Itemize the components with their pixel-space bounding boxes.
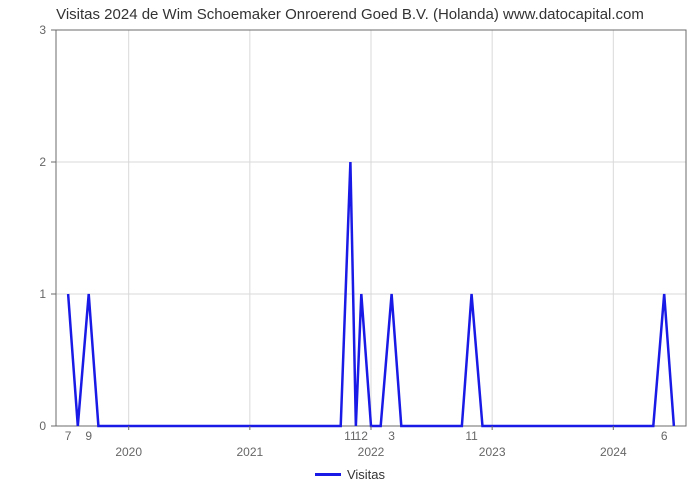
svg-text:3: 3 — [388, 429, 395, 443]
svg-text:6: 6 — [661, 429, 668, 443]
svg-text:1: 1 — [39, 287, 46, 301]
legend-swatch — [315, 473, 341, 476]
legend-label: Visitas — [347, 467, 385, 482]
svg-text:12: 12 — [355, 429, 369, 443]
chart-svg: 0123791112311620202021202220232024 — [0, 0, 700, 470]
svg-text:2023: 2023 — [479, 445, 506, 459]
svg-text:2024: 2024 — [600, 445, 627, 459]
svg-text:3: 3 — [39, 23, 46, 37]
chart-title: Visitas 2024 de Wim Schoemaker Onroerend… — [0, 6, 700, 23]
svg-text:11: 11 — [465, 429, 478, 443]
visits-line-chart: Visitas 2024 de Wim Schoemaker Onroerend… — [0, 0, 700, 500]
svg-text:9: 9 — [85, 429, 92, 443]
svg-text:2022: 2022 — [358, 445, 385, 459]
svg-text:2021: 2021 — [236, 445, 263, 459]
chart-legend: Visitas — [0, 466, 700, 482]
svg-text:2: 2 — [39, 155, 46, 169]
svg-text:7: 7 — [65, 429, 72, 443]
svg-text:2020: 2020 — [115, 445, 142, 459]
svg-text:0: 0 — [39, 419, 46, 433]
